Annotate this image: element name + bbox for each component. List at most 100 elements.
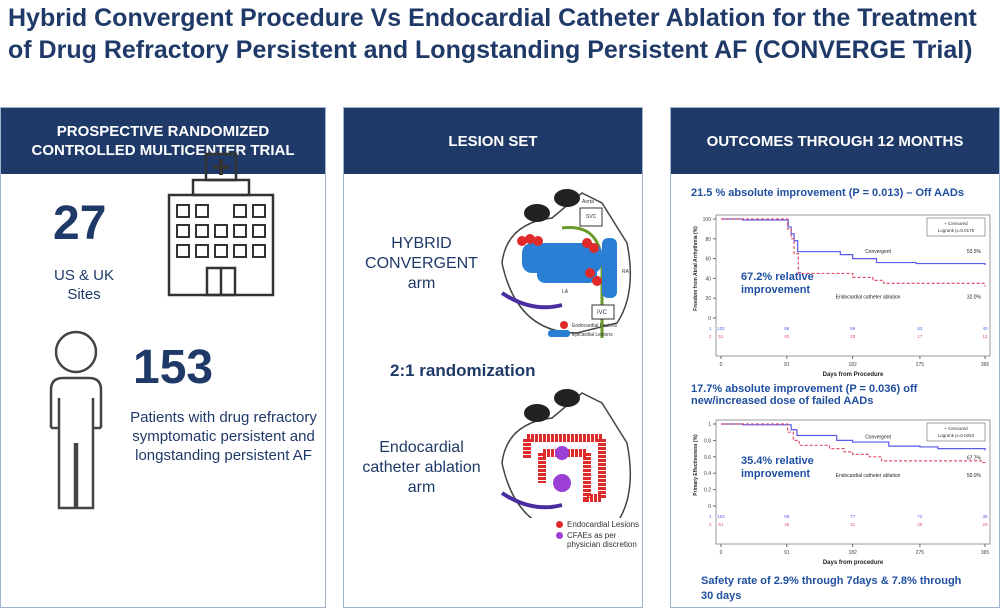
y-tick-label: 1 (708, 422, 711, 428)
lesion-set-header: LESION SET (344, 108, 642, 174)
x-axis-label: Days from procedure (823, 560, 884, 566)
y-tick-label: 40 (705, 276, 711, 282)
y-tick-label: 20 (705, 296, 711, 302)
series-label: Convergent (865, 249, 891, 255)
aorta-label: Aorta (582, 199, 594, 205)
trial-design-header: PROSPECTIVE RANDOMIZED CONTROLLED MULTIC… (1, 108, 325, 174)
outcomes-header: OUTCOMES THROUGH 12 MONTHS (671, 108, 999, 174)
at-risk-group: 1 (709, 326, 712, 331)
legend-box (926, 217, 986, 237)
y-tick-label: 80 (705, 237, 711, 243)
at-risk-count: 46 (784, 522, 790, 527)
x-tick-label: 365 (981, 550, 990, 556)
x-tick-label: 365 (981, 362, 990, 368)
hybrid-arm-label: HYBRID CONVERGENT arm (365, 235, 478, 292)
lesion-set-panel: LESION SET HYBRID CONVERGENT arm 2:1 ran… (343, 107, 643, 608)
legend-epicardial: Epicardial Lesions (572, 332, 613, 338)
legend-entry: + Censored (944, 221, 968, 226)
at-risk-group: 1 (709, 514, 712, 519)
at-risk-count: 59 (850, 326, 856, 331)
at-risk-count: 17 (917, 334, 923, 339)
outcomes-panel: OUTCOMES THROUGH 12 MONTHS 21.5 % absolu… (670, 107, 1000, 608)
at-risk-count: 28 (917, 522, 923, 527)
at-risk-group: 2 (709, 522, 712, 527)
y-tick-label: 100 (703, 217, 712, 223)
y-tick-label: 0.8 (704, 438, 711, 444)
at-risk-count: 13 (982, 334, 988, 339)
y-tick-label: 0.2 (704, 488, 711, 494)
series-end-value: 50.0% (967, 473, 982, 479)
x-tick-label: 182 (848, 362, 857, 368)
at-risk-count: 102 (717, 326, 725, 331)
legend-cfae: CFAEs as per physician discretion (567, 531, 637, 549)
hospital-icon (167, 152, 275, 297)
at-risk-group: 2 (709, 334, 712, 339)
series-end-value: 53.5% (967, 249, 982, 255)
at-risk-count: 72 (917, 514, 923, 519)
at-risk-count: 31 (850, 522, 856, 527)
series-end-value: 67.7% (967, 455, 982, 461)
endocardial-heart-diagram (500, 389, 632, 518)
endocardial-heart-legend: Endocardial Lesions CFAEs as per physici… (556, 520, 642, 551)
at-risk-count: 40 (982, 326, 988, 331)
ivc-vessel (591, 304, 615, 320)
result-2-text: 17.7% absolute improvement (P = 0.036) o… (691, 383, 918, 407)
km-curve-endocardial (721, 423, 986, 465)
x-tick-label: 0 (720, 550, 723, 556)
at-risk-count: 23 (982, 522, 988, 527)
at-risk-count: 102 (717, 514, 725, 519)
ivc-label: IVC (597, 310, 608, 316)
ra-label: RA (622, 269, 630, 275)
relative-improvement-annotation: 35.4% relative improvement (741, 455, 814, 480)
at-risk-count: 86 (784, 326, 790, 331)
series-label: Convergent (865, 434, 891, 440)
legend-entry: Logrank p=0.0253 (938, 433, 975, 438)
x-axis-label: Days from Procedure (823, 372, 884, 378)
y-tick-label: 0.6 (704, 455, 711, 461)
y-axis-label: Primary Effectiveness (%) (693, 434, 699, 496)
km-chart-off-aads: 0 20 40 60 80 100 0 91 182 275 365 Days from Proced… (693, 214, 991, 378)
cfae-swatch (556, 532, 563, 539)
km-chart-primary-effectiveness: 0 0.2 0.4 0.6 0.8 1 0 91 182 275 365 Days from proc… (693, 419, 991, 566)
series-label: Endocardial catheter ablation (836, 473, 901, 479)
patients-label: Patients with drug refractory symptomati… (130, 409, 317, 464)
x-tick-label: 275 (916, 362, 925, 368)
x-tick-label: 182 (848, 550, 857, 556)
at-risk-count: 51 (718, 522, 724, 527)
y-tick-label: 0 (708, 316, 711, 322)
sites-label: US & UK Sites (53, 267, 114, 303)
legend-entry: Logrank p=0.0175 (938, 228, 975, 233)
randomization-label: 2:1 randomization (390, 361, 536, 380)
x-tick-label: 0 (720, 362, 723, 368)
plot-frame (715, 214, 991, 357)
patients-count: 153 (133, 341, 214, 394)
relative-improvement-annotation: 67.2% relative improvement (741, 271, 814, 296)
at-risk-count: 38 (982, 514, 988, 519)
trial-design-panel: PROSPECTIVE RANDOMIZED CONTROLLED MULTIC… (0, 107, 326, 608)
legend-box (926, 422, 986, 442)
series-end-value: 32.0% (967, 294, 982, 300)
at-risk-count: 89 (784, 514, 790, 519)
y-tick-label: 0.4 (704, 471, 711, 477)
y-tick-label: 60 (705, 257, 711, 263)
y-tick-label: 0 (708, 504, 711, 510)
endocardial-lesion-swatch (556, 521, 563, 528)
la-label: LA (562, 289, 569, 295)
legend-endocardial: Endocardial Lesions (572, 323, 618, 329)
person-icon (49, 330, 103, 510)
at-risk-count: 28 (850, 334, 856, 339)
at-risk-count: 51 (718, 334, 724, 339)
legend-endocardial-2: Endocardial Lesions (567, 520, 640, 529)
endocardial-arm-label: Endocardial catheter ablation arm (362, 439, 481, 496)
sites-count: 27 (53, 197, 107, 250)
at-risk-count: 77 (850, 514, 856, 519)
x-tick-label: 275 (916, 550, 925, 556)
x-tick-label: 91 (784, 362, 790, 368)
result-1-text: 21.5 % absolute improvement (P = 0.013) … (691, 187, 964, 199)
at-risk-count: 53 (917, 326, 923, 331)
x-tick-label: 91 (784, 550, 790, 556)
page-title: Hybrid Convergent Procedure Vs Endocardi… (8, 4, 977, 64)
y-axis-label: Freedom from Atrial Arrhythmia (%) (693, 226, 699, 311)
km-curve-convergent (721, 423, 986, 451)
series-label: Endocardial catheter ablation (836, 294, 901, 300)
